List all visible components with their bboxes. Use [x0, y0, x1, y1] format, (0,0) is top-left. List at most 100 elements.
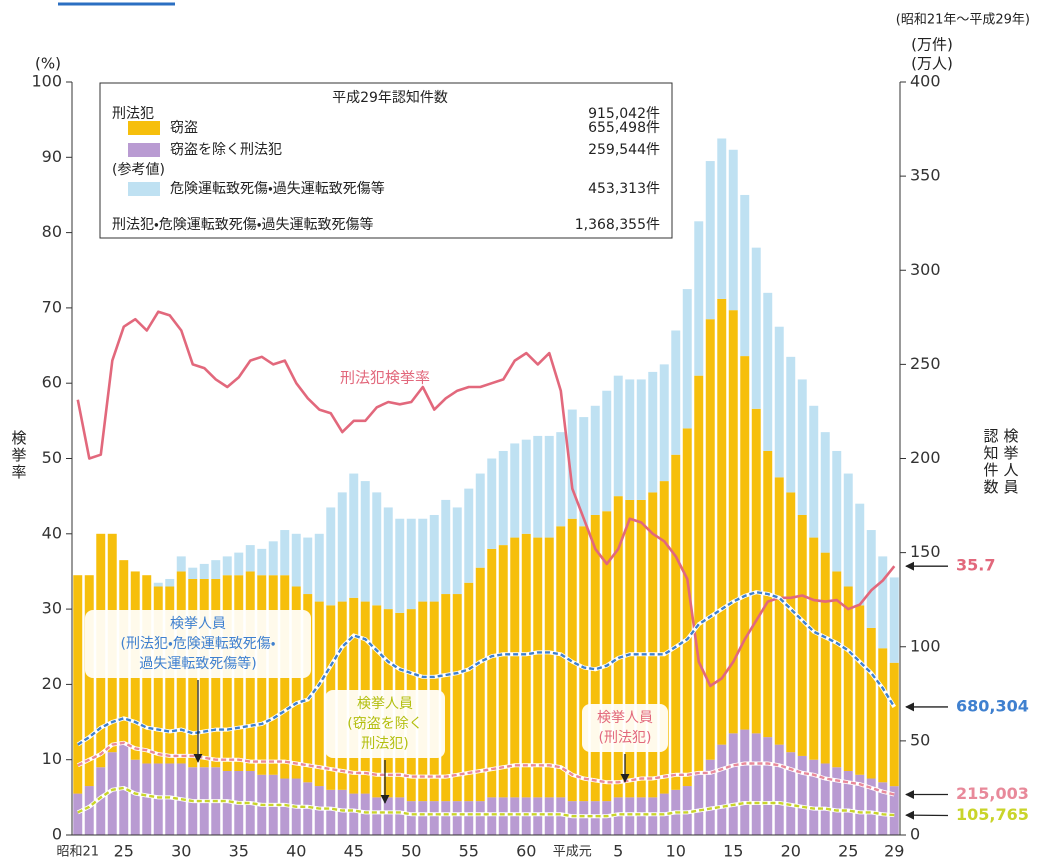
- bar-segment: [487, 548, 497, 798]
- bar-segment: [820, 432, 830, 553]
- bar-segment: [142, 763, 152, 835]
- legend-label: 危険運転致死傷・過失運転致死傷等: [170, 180, 385, 197]
- bar-segment: [452, 594, 462, 802]
- bar-segment: [441, 499, 451, 595]
- y2-unit: (万件): [911, 36, 953, 54]
- bar-segment: [268, 541, 278, 576]
- y-tick-label: 0: [52, 825, 62, 844]
- bar-segment: [694, 774, 704, 835]
- bar-segment: [786, 492, 796, 753]
- bar-segment: [165, 578, 175, 587]
- bar-segment: [544, 435, 554, 538]
- bar-segment: [774, 744, 784, 835]
- bar-segment: [682, 428, 692, 787]
- bar-segment: [464, 582, 474, 802]
- bar-segment: [567, 409, 577, 519]
- y2-unit: (万人): [911, 55, 953, 73]
- bar-segment: [705, 759, 715, 835]
- bar-segment: [73, 575, 83, 794]
- bar-segment: [199, 563, 209, 579]
- bar-segment: [372, 492, 382, 606]
- bar-segment: [751, 408, 761, 734]
- bar-segment: [544, 537, 554, 798]
- bar-segment: [843, 473, 853, 587]
- bar-segment: [245, 545, 255, 572]
- x-tick-label: 55: [459, 842, 479, 861]
- legend-swatch: [128, 143, 160, 157]
- bar-segment: [383, 797, 393, 835]
- y2-tick-label: 0: [910, 825, 920, 844]
- plot: 0 10 20 30 40 50 60 70 80 90 100 0 50 100 150 200 250 300…: [31, 72, 940, 861]
- bar-segment: [349, 793, 359, 835]
- line-label: 刑法犯検挙率: [340, 369, 430, 387]
- bar-segment: [659, 481, 669, 794]
- bar-segment: [728, 733, 738, 835]
- bar-segment: [866, 778, 876, 835]
- bar-segment: [107, 752, 117, 835]
- bar-segment: [533, 537, 543, 798]
- bar-segment: [717, 138, 727, 299]
- bar-segment: [372, 797, 382, 835]
- bar-segment: [441, 801, 451, 835]
- bar-segment: [257, 548, 267, 576]
- x-tick-label: 30: [171, 842, 191, 861]
- bar-segment: [728, 149, 738, 311]
- y-tick-label: 70: [42, 297, 62, 316]
- bar-segment: [337, 492, 347, 602]
- annotation-text: 検挙人員: [170, 616, 226, 632]
- bar-segment: [418, 518, 428, 602]
- line: [76, 310, 896, 688]
- bar-segment: [866, 627, 876, 779]
- bar-segment: [705, 319, 715, 760]
- bar-segment: [498, 545, 508, 798]
- bar-segment: [625, 379, 635, 500]
- x-tick-label: 40: [286, 842, 306, 861]
- bar-segment: [694, 375, 704, 775]
- bar-segment: [717, 744, 727, 835]
- bar-segment: [786, 752, 796, 835]
- bar-segment: [717, 298, 727, 745]
- bar-segment: [326, 789, 336, 835]
- bar-segment: [429, 801, 439, 835]
- bar-segment: [728, 310, 738, 734]
- bar-segment: [441, 594, 451, 802]
- bar-segment: [797, 514, 807, 756]
- x-tick-label: 5: [613, 842, 623, 861]
- y-unit: (%): [35, 55, 61, 73]
- bar-segment: [498, 450, 508, 546]
- bar-segment: [360, 481, 370, 602]
- legend-box: [99, 82, 673, 239]
- bar-segment: [855, 774, 865, 835]
- bar-segment: [625, 499, 635, 798]
- bar-segment: [878, 782, 888, 835]
- bar-segment: [855, 605, 865, 775]
- y-axis-title: 検挙率: [10, 430, 28, 481]
- bar-segment: [843, 770, 853, 835]
- y2-axis-title: 認知件数: [982, 428, 1000, 496]
- bar-segment: [740, 356, 750, 730]
- annotation-text: (窃盗を除く: [347, 716, 422, 732]
- y-tick-label: 30: [42, 599, 62, 618]
- bar-segment: [809, 537, 819, 760]
- x-tick-label: 35: [229, 842, 249, 861]
- bar-segment: [774, 326, 784, 478]
- bar-segment: [510, 443, 520, 538]
- end-label: 105,765: [956, 805, 1029, 824]
- x-tick-label: 50: [401, 842, 421, 861]
- bar-segment: [809, 759, 819, 835]
- bar-segment: [774, 477, 784, 745]
- period: (昭和21年〜平成29年): [896, 13, 1030, 28]
- legend-reference: (参考値): [112, 162, 165, 178]
- annotation-text: 刑法犯): [361, 736, 408, 752]
- bar-segment: [648, 492, 658, 798]
- bar-segment: [878, 556, 888, 649]
- end-label: 215,003: [956, 784, 1029, 803]
- bar-segment: [889, 662, 899, 787]
- annotation-box: [85, 610, 311, 678]
- bar-segment: [464, 488, 474, 583]
- bar-segment: [429, 514, 439, 602]
- bar-segment: [176, 556, 186, 572]
- bar-segment: [797, 379, 807, 515]
- y2-tick-label: 50: [910, 730, 930, 749]
